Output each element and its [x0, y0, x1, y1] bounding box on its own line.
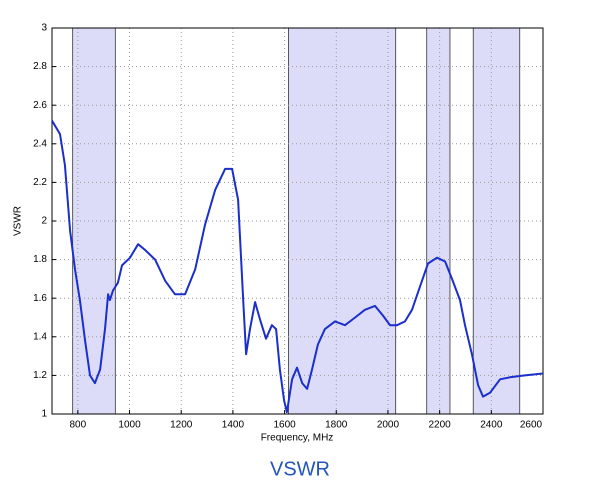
y-axis-label: VSWR: [13, 206, 24, 236]
x-tick-label: 2000: [377, 420, 400, 431]
x-tick-label: 1800: [325, 420, 348, 431]
y-tick-label: 3: [41, 23, 47, 34]
x-tick-label: 2400: [480, 420, 503, 431]
y-tick-label: 2.2: [33, 177, 47, 188]
y-tick-label: 1.4: [33, 331, 47, 342]
y-tick-label: 2.6: [33, 100, 47, 111]
x-tick-label: 1200: [170, 420, 193, 431]
plot-frame: [51, 27, 544, 415]
y-tick-label: 2.4: [33, 138, 47, 149]
y-tick-label: 1.2: [33, 370, 47, 381]
y-tick-label: 2: [41, 216, 47, 227]
y-tick-label: 2.8: [33, 61, 47, 72]
vswr-line: [51, 120, 544, 414]
y-tick-label: 1.6: [33, 293, 47, 304]
x-tick-label: 1400: [222, 420, 245, 431]
x-tick-label: 800: [69, 420, 86, 431]
y-tick-label: 1.8: [33, 254, 47, 265]
y-tick-label: 1: [41, 409, 47, 420]
x-tick-label: 1600: [273, 420, 296, 431]
x-tick-label: 2600: [520, 420, 543, 431]
x-tick-label: 2200: [429, 420, 452, 431]
x-axis-label: Frequency, MHz: [261, 433, 334, 444]
x-tick-label: 1000: [118, 420, 141, 431]
chart-title: VSWR: [270, 458, 330, 480]
shaded-band: [426, 27, 451, 415]
